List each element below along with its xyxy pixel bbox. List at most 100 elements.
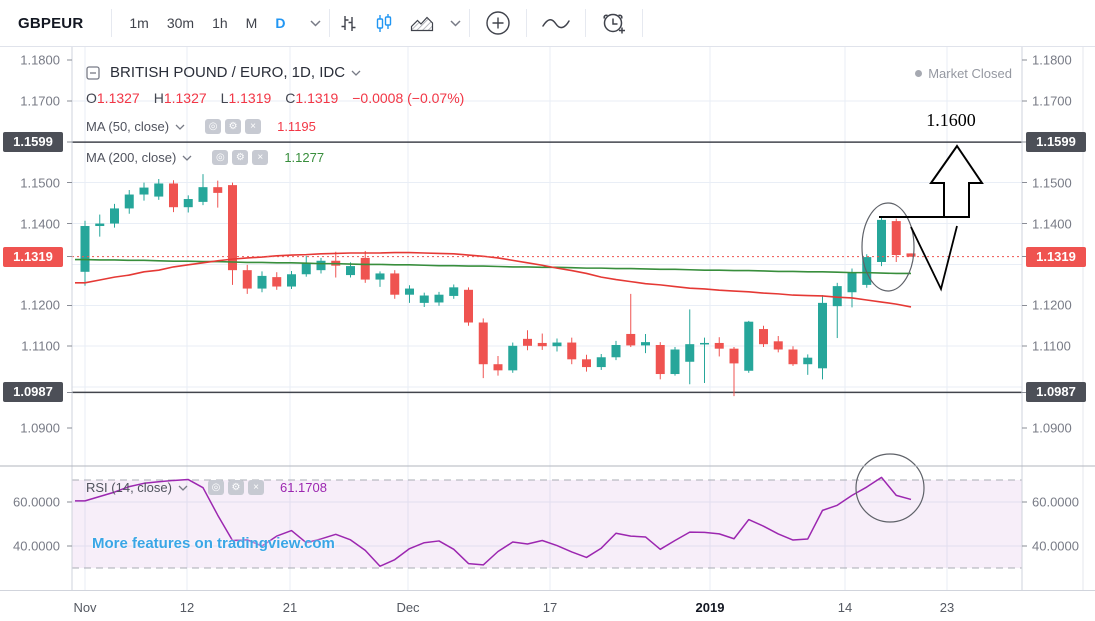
change-readout: −0.0008 (−0.07%) <box>352 90 465 106</box>
rsi-line <box>75 476 912 567</box>
toolbar-separator <box>642 9 644 37</box>
ma200-buttons: ◎ ⚙ × <box>212 150 269 165</box>
rsi-circle-annotation[interactable] <box>855 453 925 523</box>
candle-body <box>124 194 134 209</box>
candle-body <box>877 219 886 262</box>
candle-body <box>139 187 149 195</box>
visibility-icon[interactable]: ◎ <box>207 480 224 495</box>
candle-body <box>434 294 444 303</box>
candles <box>80 174 916 397</box>
down-v-arrow-annotation[interactable] <box>910 225 958 292</box>
candle-body <box>464 289 473 323</box>
chart-type-chevron-icon[interactable] <box>442 16 469 31</box>
remove-x-icon[interactable]: × <box>245 119 262 134</box>
ma200-legend[interactable]: MA (200, close) ◎ ⚙ × 1.1277 <box>86 150 325 165</box>
settings-gear-icon[interactable]: ⚙ <box>232 150 249 165</box>
rsi-legend[interactable]: RSI (14, close) ◎ ⚙ × 61.1708 <box>86 480 327 495</box>
toolbar-separator <box>329 9 331 37</box>
candle-body <box>803 357 813 365</box>
candle-body <box>788 349 798 365</box>
candle-body <box>773 341 783 350</box>
candle-body <box>832 286 842 307</box>
candle-body <box>449 287 459 296</box>
symbol-legend-chevron-icon[interactable] <box>351 70 361 76</box>
candle-body <box>242 270 252 289</box>
toolbar-separator <box>111 9 113 37</box>
rsi-value: 61.1708 <box>279 480 327 495</box>
area-chart-icon[interactable] <box>402 10 442 36</box>
toolbar: GBPEUR 1m 30m 1h M D <box>0 0 1095 47</box>
settings-gear-icon[interactable]: ⚙ <box>225 119 242 134</box>
indicators-icon[interactable] <box>527 10 585 36</box>
remove-x-icon[interactable]: × <box>252 150 269 165</box>
candle-body <box>80 226 90 272</box>
visibility-icon[interactable]: ◎ <box>205 119 222 134</box>
candle-body <box>183 199 193 208</box>
timeframe-button-30m[interactable]: 30m <box>166 15 195 31</box>
candle-body <box>670 349 680 375</box>
timeframe-button-M[interactable]: M <box>245 15 258 31</box>
tradingview-watermark-link[interactable]: More features on tradingview.com <box>92 535 335 552</box>
candle-body <box>316 260 326 271</box>
interval-dropdown-chevron-icon[interactable] <box>302 16 329 31</box>
candle-body <box>611 344 621 358</box>
toolbar-separator <box>585 9 587 37</box>
candle-body <box>493 364 503 371</box>
timeframe-button-1h[interactable]: 1h <box>212 15 228 31</box>
ma50-chevron-icon[interactable] <box>175 124 185 130</box>
candle-body <box>523 338 532 346</box>
alert-clock-add-icon[interactable] <box>586 5 642 41</box>
ellipse-annotation[interactable] <box>861 202 915 292</box>
ma200-value: 1.1277 <box>284 150 325 165</box>
candle-body <box>759 329 768 345</box>
ma200-chevron-icon[interactable] <box>182 155 192 161</box>
candle-body <box>729 348 739 364</box>
market-status: Market Closed <box>915 66 1012 81</box>
candle-body <box>655 344 665 375</box>
visibility-icon[interactable]: ◎ <box>212 150 229 165</box>
candle-body <box>906 253 916 257</box>
up-arrow-annotation[interactable] <box>929 144 984 218</box>
rsi-buttons: ◎ ⚙ × <box>207 480 264 495</box>
candle-body <box>818 302 827 369</box>
candle-body <box>287 274 296 287</box>
timeframe-button-1m[interactable]: 1m <box>129 15 149 31</box>
collapse-legend-icon[interactable] <box>86 65 100 80</box>
timeframe-button-D[interactable]: D <box>275 15 286 31</box>
ma50-buttons: ◎ ⚙ × <box>205 119 262 134</box>
candle-body <box>360 257 370 280</box>
candle-body <box>478 322 488 365</box>
settings-gear-icon[interactable]: ⚙ <box>227 480 244 495</box>
candle-body <box>567 342 577 360</box>
candles-chart-icon[interactable] <box>366 9 402 38</box>
rsi-chevron-icon[interactable] <box>178 485 188 491</box>
candle-body <box>405 288 414 295</box>
candle-body <box>154 183 164 197</box>
candle-body <box>198 187 208 202</box>
candle-body <box>272 277 282 287</box>
bars-chart-icon[interactable] <box>330 10 366 37</box>
candle-body <box>228 185 237 271</box>
candle-body <box>419 295 429 303</box>
target-price-annotation[interactable]: 1.1600 <box>926 110 976 130</box>
remove-x-icon[interactable]: × <box>247 480 264 495</box>
candle-body <box>714 342 724 349</box>
compare-add-icon[interactable] <box>470 5 526 41</box>
timeframe-group: 1m 30m 1h M D <box>112 11 302 35</box>
candle-body <box>537 342 547 347</box>
candle-body <box>169 183 178 208</box>
symbol-legend[interactable]: BRITISH POUND / EURO, 1D, IDC <box>86 64 361 81</box>
candle-body <box>596 357 606 368</box>
annotations <box>855 144 984 523</box>
ohlc-readout: O1.1327 H1.1327 L1.1319 C1.1319 −0.0008 … <box>86 90 465 106</box>
time-axis[interactable] <box>0 590 1095 621</box>
ma200-line <box>75 258 911 275</box>
candle-body <box>375 273 385 280</box>
symbol-title: BRITISH POUND / EURO, 1D, IDC <box>110 64 346 81</box>
symbol-name[interactable]: GBPEUR <box>18 14 84 32</box>
candle-body <box>301 262 311 275</box>
candle-body <box>213 187 223 193</box>
candle-body <box>744 321 754 371</box>
ma50-legend[interactable]: MA (50, close) ◎ ⚙ × 1.1195 <box>86 119 316 134</box>
